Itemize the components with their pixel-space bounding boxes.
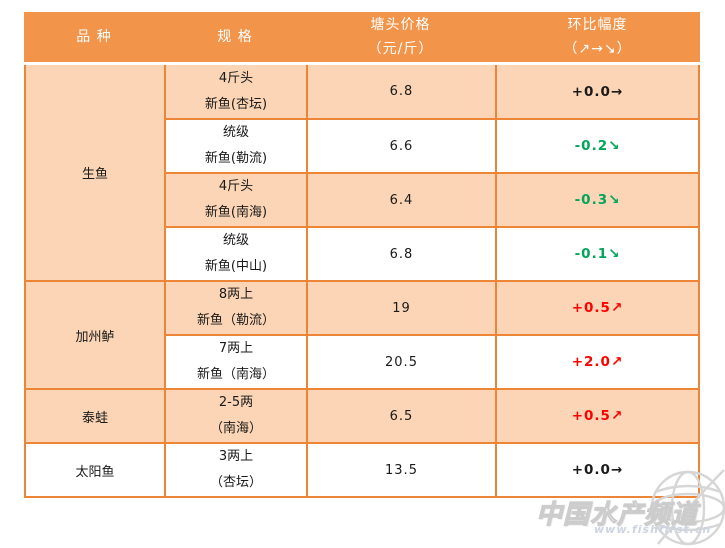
spec-size: 4斤头 bbox=[218, 179, 254, 194]
price-cell: 6.8 bbox=[306, 226, 495, 280]
spec-origin: 新鱼（南海） bbox=[196, 367, 275, 382]
change-cell: +0.0→ bbox=[495, 442, 700, 498]
table-row: 太阳鱼 3两上 （杏坛） 13.5 +0.0→ bbox=[24, 442, 700, 498]
change-cell: +2.0↗ bbox=[495, 334, 700, 388]
spec-cell: 7两上新鱼（南海） bbox=[164, 334, 306, 388]
spec-cell: 统级新鱼(中山) bbox=[164, 226, 306, 280]
header-row: 品 种 规 格 塘头价格 （元/斤） 环比幅度 （↗→↘） bbox=[24, 12, 700, 65]
price-cell: 19 bbox=[306, 280, 495, 334]
price-cell: 6.5 bbox=[306, 388, 495, 442]
watermark-url: www.fishfirst.cn bbox=[594, 523, 712, 536]
change-cell: +0.5↗ bbox=[495, 280, 700, 334]
species-cell: 加州鲈 bbox=[24, 280, 164, 388]
spec-cell: 3两上 （杏坛） bbox=[164, 442, 306, 498]
price-cell: 13.5 bbox=[306, 442, 495, 498]
header-species-label: 品 种 bbox=[76, 29, 112, 45]
fish-price-table: 品 种 规 格 塘头价格 （元/斤） 环比幅度 （↗→↘） 生鱼 4斤头 新鱼(杏坛… bbox=[24, 12, 700, 498]
spec-origin: （杏坛） bbox=[209, 475, 262, 490]
spec-size: 3两上 bbox=[218, 449, 254, 464]
header-species: 品 种 bbox=[24, 12, 164, 65]
price-cell: 6.4 bbox=[306, 172, 495, 226]
spec-size: 7两上 bbox=[218, 341, 254, 356]
spec-origin: 新鱼(勒流) bbox=[204, 151, 268, 166]
species-cell: 泰蛙 bbox=[24, 388, 164, 442]
header-price: 塘头价格 （元/斤） bbox=[306, 12, 495, 65]
spec-origin: 新鱼(南海) bbox=[204, 205, 268, 220]
header-change-legend: （↗→↘） bbox=[563, 41, 632, 57]
spec-cell: 8两上新鱼（勒流） bbox=[164, 280, 306, 334]
change-cell: +0.5↗ bbox=[495, 388, 700, 442]
spec-origin: 新鱼(杏坛) bbox=[204, 96, 268, 112]
spec-size: 8两上 bbox=[218, 287, 254, 302]
watermark-title: 中国水产频道 bbox=[535, 500, 699, 531]
price-cell: 6.6 bbox=[306, 118, 495, 172]
spec-size: 2-5两 bbox=[218, 395, 254, 410]
table-row: 4斤头 新鱼(南海) 6.4 -0.3↘ bbox=[24, 172, 700, 226]
table-row: 7两上 新鱼（南海） 20.5 +2.0↗ bbox=[24, 334, 700, 388]
price-cell: 6.8 bbox=[306, 65, 495, 118]
spec-size: 4斤头 bbox=[218, 70, 254, 86]
header-spec: 规 格 bbox=[164, 12, 306, 65]
header-change: 环比幅度 （↗→↘） bbox=[495, 12, 700, 65]
header-price-label: 塘头价格 bbox=[370, 17, 431, 33]
spec-size: 统级 bbox=[222, 125, 249, 140]
spec-cell: 统级新鱼(勒流) bbox=[164, 118, 306, 172]
spec-origin: （南海） bbox=[209, 421, 262, 436]
table-row: 生鱼 4斤头 新鱼(杏坛) 6.8 +0.0→ bbox=[24, 65, 700, 280]
table-row: 泰蛙 2-5两 （南海） 6.5 +0.5↗ bbox=[24, 388, 700, 442]
species-cell: 生鱼 bbox=[24, 65, 164, 280]
price-table-body: 生鱼 4斤头 新鱼(杏坛) 6.8 +0.0→ 统级 新鱼(勒流) 6.6 -0.2↘ 4斤头 新鱼… bbox=[24, 65, 700, 498]
change-cell: +0.0→ bbox=[495, 65, 700, 118]
spec-size: 统级 bbox=[222, 233, 249, 248]
change-cell: -0.3↘ bbox=[495, 172, 700, 226]
header-price-unit: （元/斤） bbox=[367, 41, 434, 57]
table-row: 统级 新鱼(勒流) 6.6 -0.2↘ bbox=[24, 118, 700, 172]
spec-cell: 4斤头新鱼(南海) bbox=[164, 172, 306, 226]
price-cell: 20.5 bbox=[306, 334, 495, 388]
header-spec-label: 规 格 bbox=[217, 29, 253, 45]
table-row: 加州鲈 8两上 新鱼（勒流） 19 +0.5↗ bbox=[24, 280, 700, 388]
change-cell: -0.2↘ bbox=[495, 118, 700, 172]
table-row: 统级 新鱼(中山) 6.8 -0.1↘ bbox=[24, 226, 700, 280]
spec-cell: 4斤头新鱼(杏坛) bbox=[164, 65, 306, 118]
spec-cell: 2-5两 （南海） bbox=[164, 388, 306, 442]
spec-origin: 新鱼（勒流） bbox=[196, 313, 275, 328]
change-cell: -0.1↘ bbox=[495, 226, 700, 280]
header-change-label: 环比幅度 bbox=[567, 17, 628, 33]
species-cell: 太阳鱼 bbox=[24, 442, 164, 498]
spec-origin: 新鱼(中山) bbox=[204, 259, 268, 274]
table-header: 品 种 规 格 塘头价格 （元/斤） 环比幅度 （↗→↘） bbox=[24, 12, 700, 65]
